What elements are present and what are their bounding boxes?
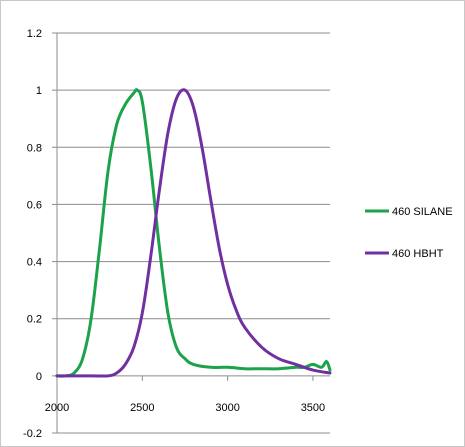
x-tick-label-3: 3500 [301, 402, 325, 414]
y-tick-label-1: 0 [36, 371, 42, 383]
y-axis-ticks: -0.2 0 0.2 0.4 0.6 0.8 1 1.2 [23, 28, 57, 440]
y-tick-label-3: 0.4 [27, 257, 42, 269]
series-lines [55, 88, 332, 378]
x-tick-label-2: 3000 [215, 402, 239, 414]
x-tick-label-1: 2500 [130, 402, 154, 414]
grid-lines [57, 32, 330, 434]
legend: 460 SILANE 460 HBHT [365, 206, 453, 260]
legend-label-1: 460 HBHT [392, 248, 444, 260]
y-tick-label-4: 0.6 [27, 199, 42, 211]
y-tick-label-7: 1.2 [27, 28, 42, 40]
y-tick-label-0: -0.2 [23, 428, 42, 440]
x-axis: 2000 2500 3000 3500 [45, 375, 330, 414]
y-tick-label-2: 0.2 [27, 314, 42, 326]
legend-label-0: 460 SILANE [392, 206, 453, 218]
series-line-0 [55, 88, 332, 378]
y-tick-label-6: 1 [36, 85, 42, 97]
series-line-1 [55, 88, 332, 378]
y-tick-label-5: 0.8 [27, 142, 42, 154]
